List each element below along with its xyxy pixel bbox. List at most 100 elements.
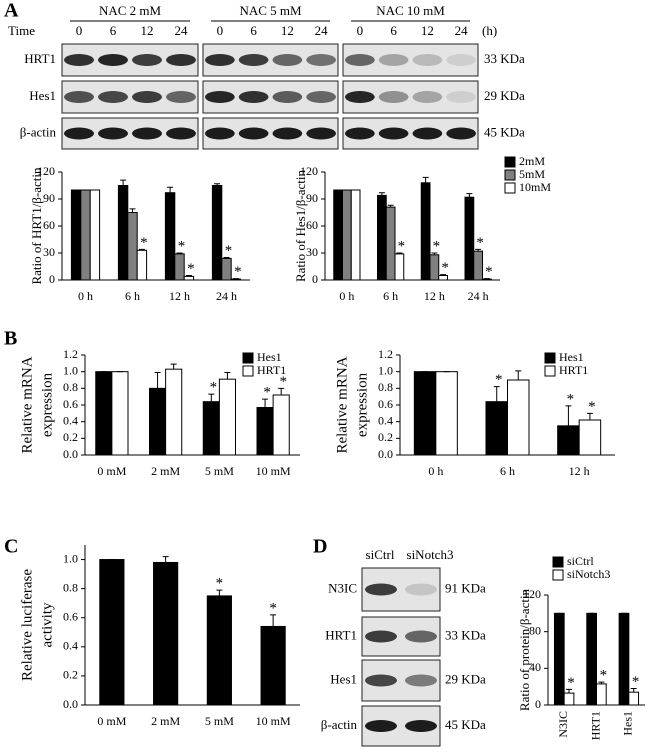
x-tick-label: 10 mM (256, 714, 291, 728)
significance-mark: * (398, 238, 406, 254)
bar (95, 371, 113, 456)
band (98, 91, 128, 103)
legend-swatch (242, 365, 254, 377)
band (238, 91, 269, 103)
time-point: 0 (357, 23, 364, 38)
error-bar (138, 248, 145, 251)
band (378, 127, 409, 140)
error-bar (120, 179, 127, 186)
bar (578, 419, 602, 456)
y-axis-label: Relative mRNA (19, 356, 35, 453)
bar (420, 182, 431, 281)
band-size: 29 KDa (445, 671, 486, 686)
time-point: 24 (455, 23, 469, 38)
significance-mark: * (600, 668, 608, 684)
bar (111, 371, 129, 456)
band (378, 54, 409, 66)
panel-label: D (313, 536, 327, 558)
band (365, 674, 397, 687)
significance-mark: * (567, 391, 575, 407)
y-tick-label: 0.2 (63, 430, 78, 444)
y-tick-label: 90 (43, 191, 55, 205)
significance-mark: * (588, 399, 596, 415)
error-bar (278, 387, 285, 395)
significance-mark: * (632, 674, 640, 690)
error-bar (270, 614, 277, 627)
band (412, 127, 443, 140)
band (345, 91, 375, 103)
row-label: Hes1 (330, 671, 357, 686)
band (98, 127, 128, 140)
legend-label: HRT1 (559, 363, 588, 377)
band (272, 127, 303, 140)
error-bar (396, 252, 403, 254)
legend-label: HRT1 (257, 363, 286, 377)
y-tick-label: 80 (529, 623, 541, 637)
legend-label: Hes1 (257, 350, 282, 364)
time-point: 6 (250, 23, 257, 38)
bar (149, 387, 167, 456)
panel-label: A (4, 0, 19, 22)
legend-label: siCtrl (567, 554, 594, 568)
error-bar (422, 176, 429, 183)
y-axis-label: Relative mRNA (334, 356, 350, 453)
time-point: 0 (217, 23, 224, 38)
error-bar (129, 208, 136, 213)
x-tick-label: 2 mM (151, 714, 180, 728)
band (238, 127, 269, 140)
panel-label: C (4, 536, 18, 558)
error-bar (630, 688, 637, 693)
bar (70, 189, 82, 281)
significance-mark: * (187, 261, 195, 277)
x-tick-label: HRT1 (588, 711, 602, 740)
bar (256, 407, 274, 456)
row-label: HRT1 (24, 51, 56, 66)
significance-mark: * (441, 260, 449, 276)
y-tick-label: 0 (535, 697, 541, 711)
band (205, 127, 235, 140)
bar (557, 425, 580, 456)
row-label: β-actin (20, 124, 57, 139)
band (405, 630, 437, 643)
blot (361, 567, 441, 612)
y-axis-label: activity (39, 602, 55, 647)
band (306, 54, 336, 66)
bar (485, 401, 508, 456)
bar (628, 691, 640, 706)
bar (464, 196, 475, 281)
error-bar (167, 186, 174, 193)
panel-label: B (4, 328, 17, 350)
band (378, 91, 409, 103)
time-point: 12 (421, 23, 434, 38)
time-unit: (h) (482, 23, 497, 38)
band (272, 91, 303, 103)
significance-mark: * (485, 264, 493, 280)
bar (272, 394, 290, 456)
error-bar (208, 393, 215, 402)
significance-mark: * (140, 235, 148, 251)
legend-label: 5mM (519, 167, 545, 181)
x-tick-label: 12 h (569, 464, 590, 478)
y-tick-label: 120 (523, 587, 541, 601)
error-bar (566, 688, 573, 694)
x-tick-label: 10 mM (256, 464, 291, 478)
y-tick-label: 1.0 (63, 551, 78, 565)
band (205, 91, 235, 103)
band (166, 91, 196, 103)
group-title: NAC 5 mM (239, 3, 302, 18)
bar (342, 189, 352, 281)
y-tick-label: 0.2 (63, 668, 78, 682)
bar (596, 683, 607, 706)
bar (385, 206, 396, 281)
band-size: 33 KDa (484, 51, 525, 66)
x-tick-label: 2 mM (151, 464, 180, 478)
row-label: β-actin (321, 717, 358, 732)
y-tick-label: 0.6 (63, 397, 78, 411)
time-label: Time (8, 23, 35, 38)
y-tick-label: 120 (37, 164, 55, 178)
band (365, 720, 397, 732)
band (272, 54, 303, 66)
x-tick-label: 6 h (383, 289, 398, 303)
bar (80, 189, 91, 281)
